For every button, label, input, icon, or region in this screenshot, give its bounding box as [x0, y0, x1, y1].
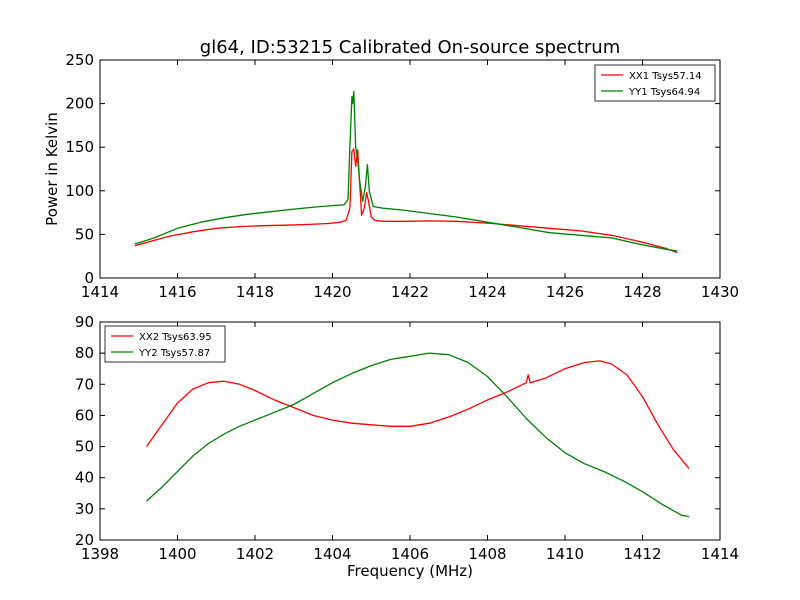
y-tick-label: 50: [75, 225, 94, 243]
bottom-spectrum-chart: 1398 1400 1402 1404 1406 1408 1410 1412 1414 20 30…: [75, 313, 739, 580]
legend-label: YY2 Tsys57.87: [138, 348, 210, 359]
y-tick-label: 30: [75, 500, 94, 518]
x-tick-label: 1410: [546, 545, 584, 563]
y-tick-label: 0: [84, 269, 94, 287]
y-tick-label: 90: [75, 313, 94, 331]
y-tick-label: 150: [65, 138, 94, 156]
y-tick-label: 40: [75, 469, 94, 487]
x-tick-label: 1404: [313, 545, 351, 563]
legend-label: YY1 Tsys64.94: [628, 87, 700, 98]
x-tick-label: 1414: [701, 545, 739, 563]
y-tick-label: 60: [75, 406, 94, 424]
y-tick-label: 200: [65, 95, 94, 113]
series-line-xx1: [134, 148, 678, 254]
chart-title: gl64, ID:53215 Calibrated On-source spec…: [200, 37, 620, 58]
series-line-yy2: [146, 352, 690, 518]
x-tick-label: 1424: [468, 283, 506, 301]
series-line-yy1: [134, 90, 678, 252]
x-tick-label: 1402: [236, 545, 274, 563]
x-tick-label: 1400: [158, 545, 196, 563]
legend: XX2 Tsys63.95 YY2 Tsys57.87: [104, 325, 226, 363]
legend-box: [594, 64, 716, 102]
y-tick-label: 100: [65, 182, 94, 200]
x-tick-label: 1398: [81, 545, 119, 563]
y-tick-label: 250: [65, 51, 94, 69]
y-tick-label: 80: [75, 344, 94, 362]
x-tick-label: 1418: [236, 283, 274, 301]
x-tick-label: 1414: [81, 283, 119, 301]
x-axis-label: Frequency (MHz): [347, 562, 473, 580]
x-tick-label: 1430: [701, 283, 739, 301]
top-spectrum-chart: 1414 1416 1418 1420 1422 1424 1426 1428 1430 0 50 1…: [43, 51, 739, 301]
y-tick-label: 20: [75, 531, 94, 549]
y-axis-label: Power in Kelvin: [43, 112, 61, 226]
x-tick-label: 1406: [391, 545, 429, 563]
x-tick-label: 1422: [391, 283, 429, 301]
legend: XX1 Tsys57.14 YY1 Tsys64.94: [594, 64, 716, 102]
x-tick-label: 1426: [546, 283, 584, 301]
x-tick-label: 1420: [313, 283, 351, 301]
series-line-xx2: [145, 360, 690, 469]
legend-box: [104, 325, 226, 363]
x-tick-label: 1412: [623, 545, 661, 563]
x-tick-label: 1408: [468, 545, 506, 563]
legend-label: XX2 Tsys63.95: [139, 332, 212, 343]
x-tick-label: 1416: [158, 283, 196, 301]
y-tick-label: 50: [75, 438, 94, 456]
legend-label: XX1 Tsys57.14: [629, 71, 702, 82]
x-tick-label: 1428: [623, 283, 661, 301]
y-tick-label: 70: [75, 375, 94, 393]
